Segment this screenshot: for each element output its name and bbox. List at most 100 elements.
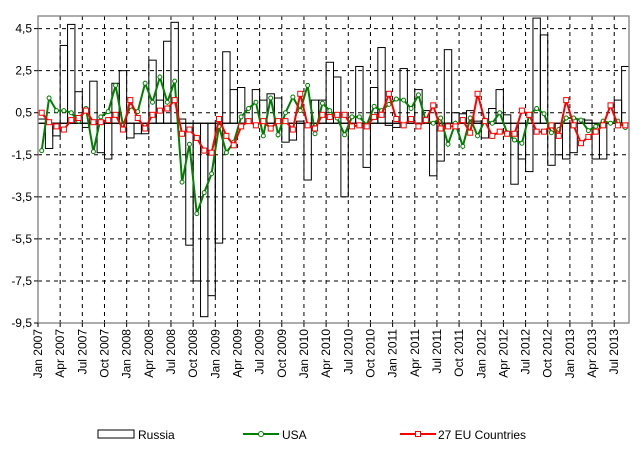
eu-point [481,118,488,125]
x-tick-label: Jan 2010 [297,329,311,379]
usa-point [113,82,119,88]
usa-point [246,106,252,112]
eu-point [223,132,230,139]
eu-point [119,126,126,133]
eu-point [289,126,296,133]
x-tick-label: Apr 2010 [319,329,333,378]
eu-point [275,118,282,125]
russia-bar [281,122,290,143]
eu-point [142,125,149,132]
eu-point [408,116,415,123]
x-tick-label: Oct 2007 [97,329,111,378]
eu-point [563,97,570,104]
eu-point [208,149,215,156]
usa-point [282,110,288,116]
x-tick-label: Apr 2009 [230,329,244,378]
x-tick-label: Jan 2009 [208,329,222,379]
plot-frame [37,15,630,324]
eu-point [75,114,82,121]
usa-point [150,99,156,105]
eu-point [511,130,518,137]
usa-point [534,106,540,112]
x-tick-label: Oct 2009 [275,329,289,378]
usa-point [98,114,104,120]
x-tick-label: Jan 2008 [120,329,134,379]
x-tick-label: Apr 2007 [53,329,67,378]
usa-point [489,120,495,126]
eu-point [134,114,141,121]
russia-bar [443,49,453,124]
eu-point [156,107,163,114]
eu-point [371,113,378,120]
usa-point [179,179,185,185]
usa-point [238,114,244,120]
usa-point [305,82,311,88]
eu-point [614,122,621,129]
usa-point [356,114,362,120]
russia-bar [126,122,135,139]
eu-point [430,102,437,109]
y-tick-label: -1,5 [11,148,32,162]
eu-point [607,102,614,109]
usa-point [194,211,200,217]
x-tick-label: Apr 2013 [585,329,599,378]
usa-point [201,190,207,196]
eu-point [245,118,252,125]
usa-point [275,132,281,138]
usa-point [142,80,148,86]
eu-point [555,132,562,139]
x-tick-label: Apr 2011 [408,329,422,377]
eu-point [400,122,407,129]
legend: Russia USA 27 EU Countries [97,428,526,442]
usa-point [209,171,215,177]
eu-point [356,122,363,129]
eu-point [334,111,341,118]
eu-point [600,122,607,129]
usa-point [327,108,333,114]
x-tick-label: Jan 2011 [386,329,400,378]
eu-point [97,119,104,126]
eu-point [363,123,370,130]
usa-point [297,108,303,114]
x-tick-label: Jan 2012 [474,329,488,379]
usa-point [386,101,392,107]
x-tick-label: Jan 2013 [563,329,577,379]
usa-point [312,131,318,137]
eu-point [319,111,326,118]
y-tick-label: -3,5 [11,190,32,204]
eu-point [474,90,481,97]
x-tick-label: Oct 2012 [541,329,555,378]
eu-point [533,128,540,135]
x-tick-label: Jul 2011 [430,329,444,374]
eu-point [238,123,245,130]
line-series [38,73,629,217]
x-tick-label: Apr 2012 [496,329,510,378]
x-tick-label: Jul 2013 [607,329,621,375]
eu-point [622,122,629,129]
eu-point [282,118,289,125]
usa-point [608,120,614,126]
eu-point [60,126,67,133]
usa-point [349,114,355,120]
y-tick-label: -9,5 [11,316,32,330]
eu-point [585,133,592,140]
russia-bar [133,122,142,135]
usa-point [467,115,473,121]
eu-point [378,111,385,118]
eu-point [105,117,112,124]
russia-bar [67,23,76,124]
usa-point [460,143,466,149]
legend-eu-marker [415,431,421,437]
eu-point [83,107,90,114]
eu-point [548,122,555,129]
legend-russia-swatch [97,429,135,439]
usa-point [430,120,436,126]
y-tick-label: 0,5 [15,106,32,120]
usa-point [475,133,481,139]
russia-bar [44,122,54,149]
x-tick-label: Oct 2010 [363,329,377,378]
eu-point [215,116,222,123]
usa-point [541,111,547,117]
russia-bar [539,34,549,124]
